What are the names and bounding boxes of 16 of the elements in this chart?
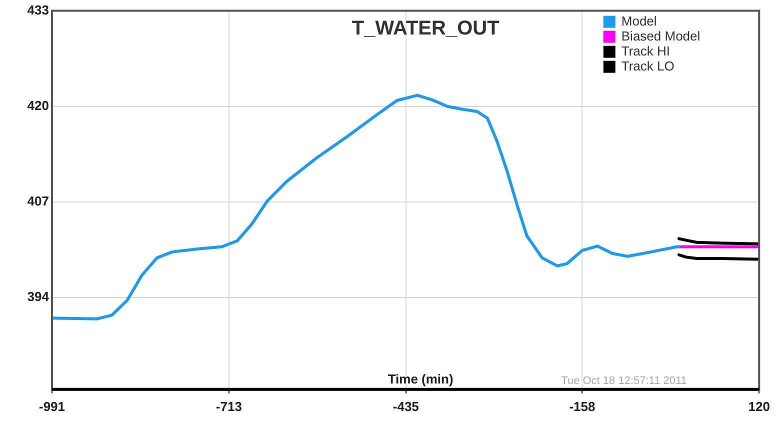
legend-label: Biased Model [621, 28, 700, 44]
x-tick-label: -713 [216, 398, 242, 414]
y-tick-label: 394 [27, 289, 50, 304]
y-tick-label: 433 [27, 2, 49, 18]
x-axis-title: Time (min) [388, 371, 454, 386]
chart-title: T_WATER_OUT [352, 17, 500, 40]
y-tick-label: 407 [27, 194, 49, 209]
legend-label: Model [621, 13, 657, 28]
x-tick-label: -158 [569, 398, 596, 414]
x-tick-label: 120 [748, 398, 770, 414]
y-tick-label: 420 [27, 98, 49, 113]
legend-label: Track HI [621, 43, 670, 58]
x-tick-label: -991 [38, 398, 66, 414]
legend-label: Track LO [621, 58, 674, 74]
x-tick-label: -435 [392, 398, 419, 414]
annotation: Tue Oct 18 12:57:11 2011 [561, 374, 687, 387]
